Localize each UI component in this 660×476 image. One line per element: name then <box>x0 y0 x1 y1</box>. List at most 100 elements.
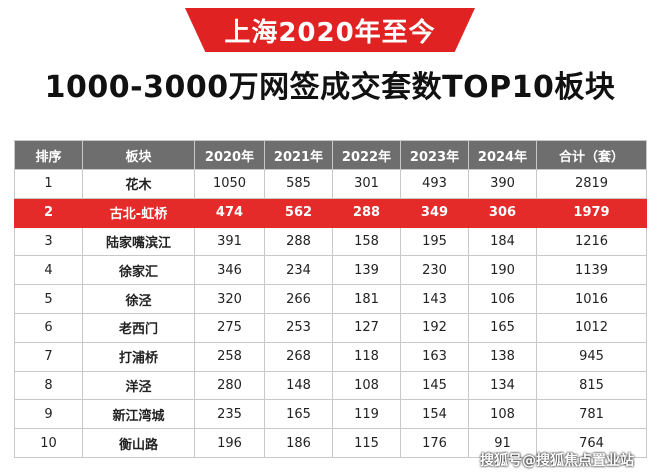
y2020-cell: 391 <box>194 226 265 257</box>
y2024-cell: 190 <box>468 255 537 286</box>
y2024-cell: 306 <box>468 197 537 228</box>
total-cell: 764 <box>536 428 647 458</box>
district-cell: 花木 <box>82 169 195 199</box>
rank-cell: 3 <box>14 226 83 257</box>
district-cell: 新江湾城 <box>82 399 195 430</box>
y2020-cell: 346 <box>194 255 265 286</box>
total-cell: 945 <box>536 341 647 372</box>
header-district: 板块 <box>82 140 195 170</box>
y2021-cell: 186 <box>264 428 333 458</box>
y2022-cell: 119 <box>332 399 401 430</box>
table-row: 9 新江湾城 235 165 119 154 108 781 <box>14 399 647 430</box>
header-rank: 排序 <box>14 140 83 170</box>
y2021-cell: 148 <box>264 370 333 401</box>
table-row: 6 老西门 275 253 127 192 165 1012 <box>14 312 647 343</box>
y2023-cell: 145 <box>400 370 469 401</box>
y2024-cell: 138 <box>468 341 537 372</box>
total-cell: 1012 <box>536 312 647 343</box>
header-total: 合计（套） <box>536 140 647 170</box>
y2020-cell: 258 <box>194 341 265 372</box>
y2020-cell: 275 <box>194 312 265 343</box>
y2020-cell: 1050 <box>194 169 265 199</box>
rank-cell: 5 <box>14 284 83 314</box>
total-cell: 1216 <box>536 226 647 257</box>
y2024-cell: 165 <box>468 312 537 343</box>
y2022-cell: 158 <box>332 226 401 257</box>
district-cell: 古北-虹桥 <box>82 197 195 228</box>
rank-cell: 7 <box>14 341 83 372</box>
y2022-cell: 127 <box>332 312 401 343</box>
y2024-cell: 184 <box>468 226 537 257</box>
table-header-row: 排序 板块 2020年 2021年 2022年 2023年 2024年 合计（套… <box>14 140 647 170</box>
page-title: 1000-3000万网签成交套数TOP10板块 <box>44 70 616 105</box>
y2024-cell: 91 <box>468 428 537 458</box>
table-row: 2 古北-虹桥 474 562 288 349 306 1979 <box>14 197 647 228</box>
district-cell: 衡山路 <box>82 428 195 458</box>
total-cell: 1016 <box>536 284 647 314</box>
y2024-cell: 134 <box>468 370 537 401</box>
ranking-table: 排序 板块 2020年 2021年 2022年 2023年 2024年 合计（套… <box>14 140 647 458</box>
total-cell: 1979 <box>536 197 647 228</box>
district-cell: 徐泾 <box>82 284 195 314</box>
table-row: 10 衡山路 196 186 115 176 91 764 <box>14 428 647 458</box>
y2021-cell: 562 <box>264 197 333 228</box>
rank-cell: 8 <box>14 370 83 401</box>
rank-cell: 2 <box>14 197 83 228</box>
total-cell: 2819 <box>536 169 647 199</box>
y2020-cell: 474 <box>194 197 265 228</box>
y2022-cell: 118 <box>332 341 401 372</box>
district-cell: 洋泾 <box>82 370 195 401</box>
y2023-cell: 195 <box>400 226 469 257</box>
total-cell: 781 <box>536 399 647 430</box>
table-row: 5 徐泾 320 266 181 143 106 1016 <box>14 284 647 314</box>
rank-cell: 10 <box>14 428 83 458</box>
y2021-cell: 253 <box>264 312 333 343</box>
table-row: 7 打浦桥 258 268 118 163 138 945 <box>14 341 647 372</box>
total-cell: 1139 <box>536 255 647 286</box>
y2022-cell: 181 <box>332 284 401 314</box>
y2023-cell: 230 <box>400 255 469 286</box>
total-cell: 815 <box>536 370 647 401</box>
y2021-cell: 585 <box>264 169 333 199</box>
header-2021: 2021年 <box>264 140 333 170</box>
y2023-cell: 163 <box>400 341 469 372</box>
y2021-cell: 288 <box>264 226 333 257</box>
table-row: 4 徐家汇 346 234 139 230 190 1139 <box>14 255 647 286</box>
district-cell: 徐家汇 <box>82 255 195 286</box>
district-cell: 陆家嘴滨江 <box>82 226 195 257</box>
y2022-cell: 108 <box>332 370 401 401</box>
rank-cell: 6 <box>14 312 83 343</box>
table-row: 8 洋泾 280 148 108 145 134 815 <box>14 370 647 401</box>
y2023-cell: 349 <box>400 197 469 228</box>
header-2023: 2023年 <box>400 140 469 170</box>
y2020-cell: 320 <box>194 284 265 314</box>
y2021-cell: 266 <box>264 284 333 314</box>
y2023-cell: 154 <box>400 399 469 430</box>
y2020-cell: 280 <box>194 370 265 401</box>
y2024-cell: 390 <box>468 169 537 199</box>
y2022-cell: 301 <box>332 169 401 199</box>
y2022-cell: 139 <box>332 255 401 286</box>
rank-cell: 1 <box>14 169 83 199</box>
district-cell: 老西门 <box>82 312 195 343</box>
banner: 上海2020年至今 <box>185 8 475 52</box>
y2023-cell: 143 <box>400 284 469 314</box>
table-row: 3 陆家嘴滨江 391 288 158 195 184 1216 <box>14 226 647 257</box>
header-2024: 2024年 <box>468 140 537 170</box>
y2024-cell: 108 <box>468 399 537 430</box>
y2022-cell: 115 <box>332 428 401 458</box>
y2022-cell: 288 <box>332 197 401 228</box>
rank-cell: 4 <box>14 255 83 286</box>
rank-cell: 9 <box>14 399 83 430</box>
y2021-cell: 268 <box>264 341 333 372</box>
y2024-cell: 106 <box>468 284 537 314</box>
table-row: 1 花木 1050 585 301 493 390 2819 <box>14 169 647 199</box>
y2021-cell: 234 <box>264 255 333 286</box>
y2020-cell: 196 <box>194 428 265 458</box>
header-2022: 2022年 <box>332 140 401 170</box>
y2021-cell: 165 <box>264 399 333 430</box>
header-2020: 2020年 <box>194 140 265 170</box>
watermark: 搜狐号@搜狐焦点置业站 <box>480 453 634 469</box>
y2020-cell: 235 <box>194 399 265 430</box>
district-cell: 打浦桥 <box>82 341 195 372</box>
